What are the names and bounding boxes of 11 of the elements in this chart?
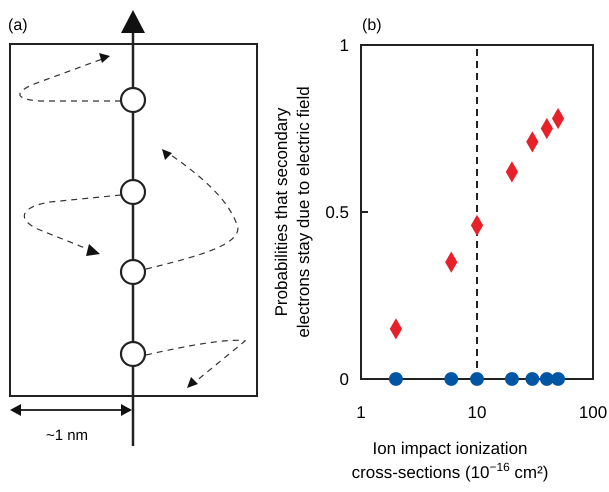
- y-tick-label: 0: [340, 370, 349, 389]
- y-tick-label: 0.5: [325, 202, 349, 222]
- text: (a): [8, 17, 28, 34]
- y-axis-title: Probabilities that secondary electrons stay due to electric field: [272, 86, 313, 338]
- y-tick-label: 1: [340, 36, 349, 55]
- x-axis-title: Ion impact ionization cross-sections (10$^{−16}$ cm²): [352, 439, 548, 482]
- x-tick-label: 1: [356, 403, 366, 422]
- chart-title: (b): [362, 17, 382, 34]
- text: ~1 nm: [46, 427, 88, 444]
- x-tick-label: 10: [468, 403, 486, 422]
- x-tick-label: 100: [578, 403, 608, 422]
